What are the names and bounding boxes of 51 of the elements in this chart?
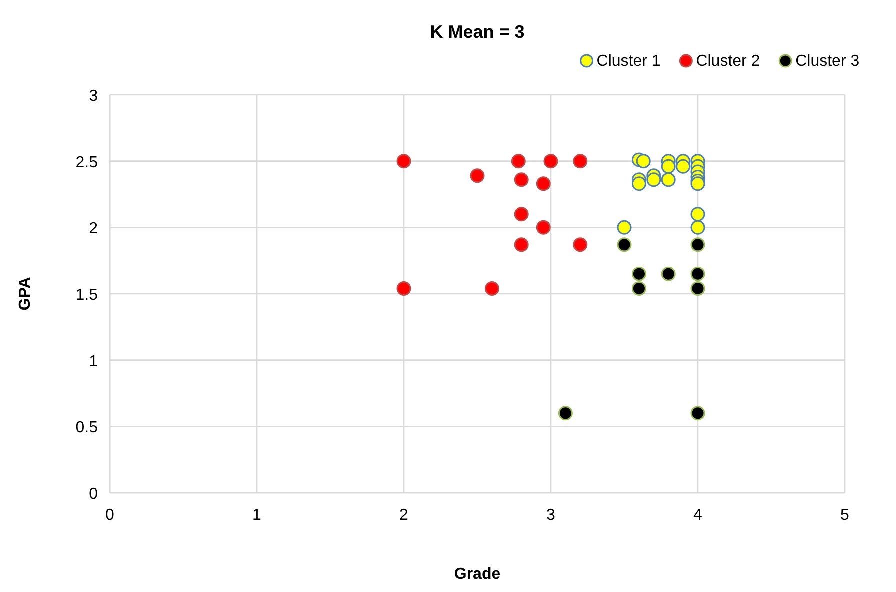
point bbox=[632, 176, 646, 192]
point bbox=[690, 220, 706, 235]
y-tick-label: 0.5 bbox=[76, 420, 98, 437]
point bbox=[690, 207, 706, 222]
point bbox=[690, 238, 706, 252]
point bbox=[632, 281, 646, 296]
y-tick-label: 1 bbox=[89, 353, 98, 370]
point bbox=[646, 172, 662, 188]
point bbox=[661, 266, 676, 282]
point bbox=[632, 266, 646, 282]
point bbox=[690, 406, 706, 421]
point bbox=[536, 176, 551, 192]
point bbox=[484, 281, 500, 296]
point bbox=[661, 159, 676, 174]
legend-label: Cluster 3 bbox=[796, 53, 860, 70]
point bbox=[636, 154, 651, 169]
point bbox=[514, 238, 529, 252]
x-tick-label: 1 bbox=[252, 507, 262, 524]
y-tick-label: 1.5 bbox=[76, 287, 98, 304]
point bbox=[544, 154, 558, 169]
y-tick-label: 2 bbox=[89, 220, 98, 238]
point bbox=[690, 176, 706, 192]
y-axis-title: GPA bbox=[17, 276, 34, 311]
legend-label: Cluster 2 bbox=[696, 53, 760, 70]
point bbox=[617, 220, 632, 235]
x-tick-label: 2 bbox=[400, 507, 409, 524]
point bbox=[396, 154, 412, 169]
y-tick-label: 2.5 bbox=[76, 154, 98, 172]
x-tick-label: 3 bbox=[546, 507, 556, 524]
legend-label: Cluster 1 bbox=[596, 53, 661, 70]
point bbox=[558, 406, 573, 421]
y-tick-label: 0 bbox=[89, 486, 98, 503]
point bbox=[511, 154, 526, 169]
chart-title: K Mean = 3 bbox=[430, 22, 525, 42]
point bbox=[573, 154, 588, 169]
point bbox=[661, 172, 676, 188]
point bbox=[536, 220, 551, 235]
x-tick-label: 5 bbox=[840, 507, 850, 524]
x-axis-title: Grade bbox=[454, 566, 501, 583]
point bbox=[617, 238, 632, 252]
point bbox=[514, 172, 529, 188]
point bbox=[514, 207, 529, 222]
point bbox=[573, 238, 588, 252]
point bbox=[396, 281, 412, 296]
point bbox=[470, 168, 485, 184]
y-tick-label: 3 bbox=[89, 88, 98, 105]
point bbox=[690, 266, 706, 282]
x-tick-label: 4 bbox=[694, 507, 703, 524]
point bbox=[690, 281, 706, 296]
x-tick-label: 0 bbox=[106, 507, 115, 524]
point bbox=[676, 159, 691, 174]
